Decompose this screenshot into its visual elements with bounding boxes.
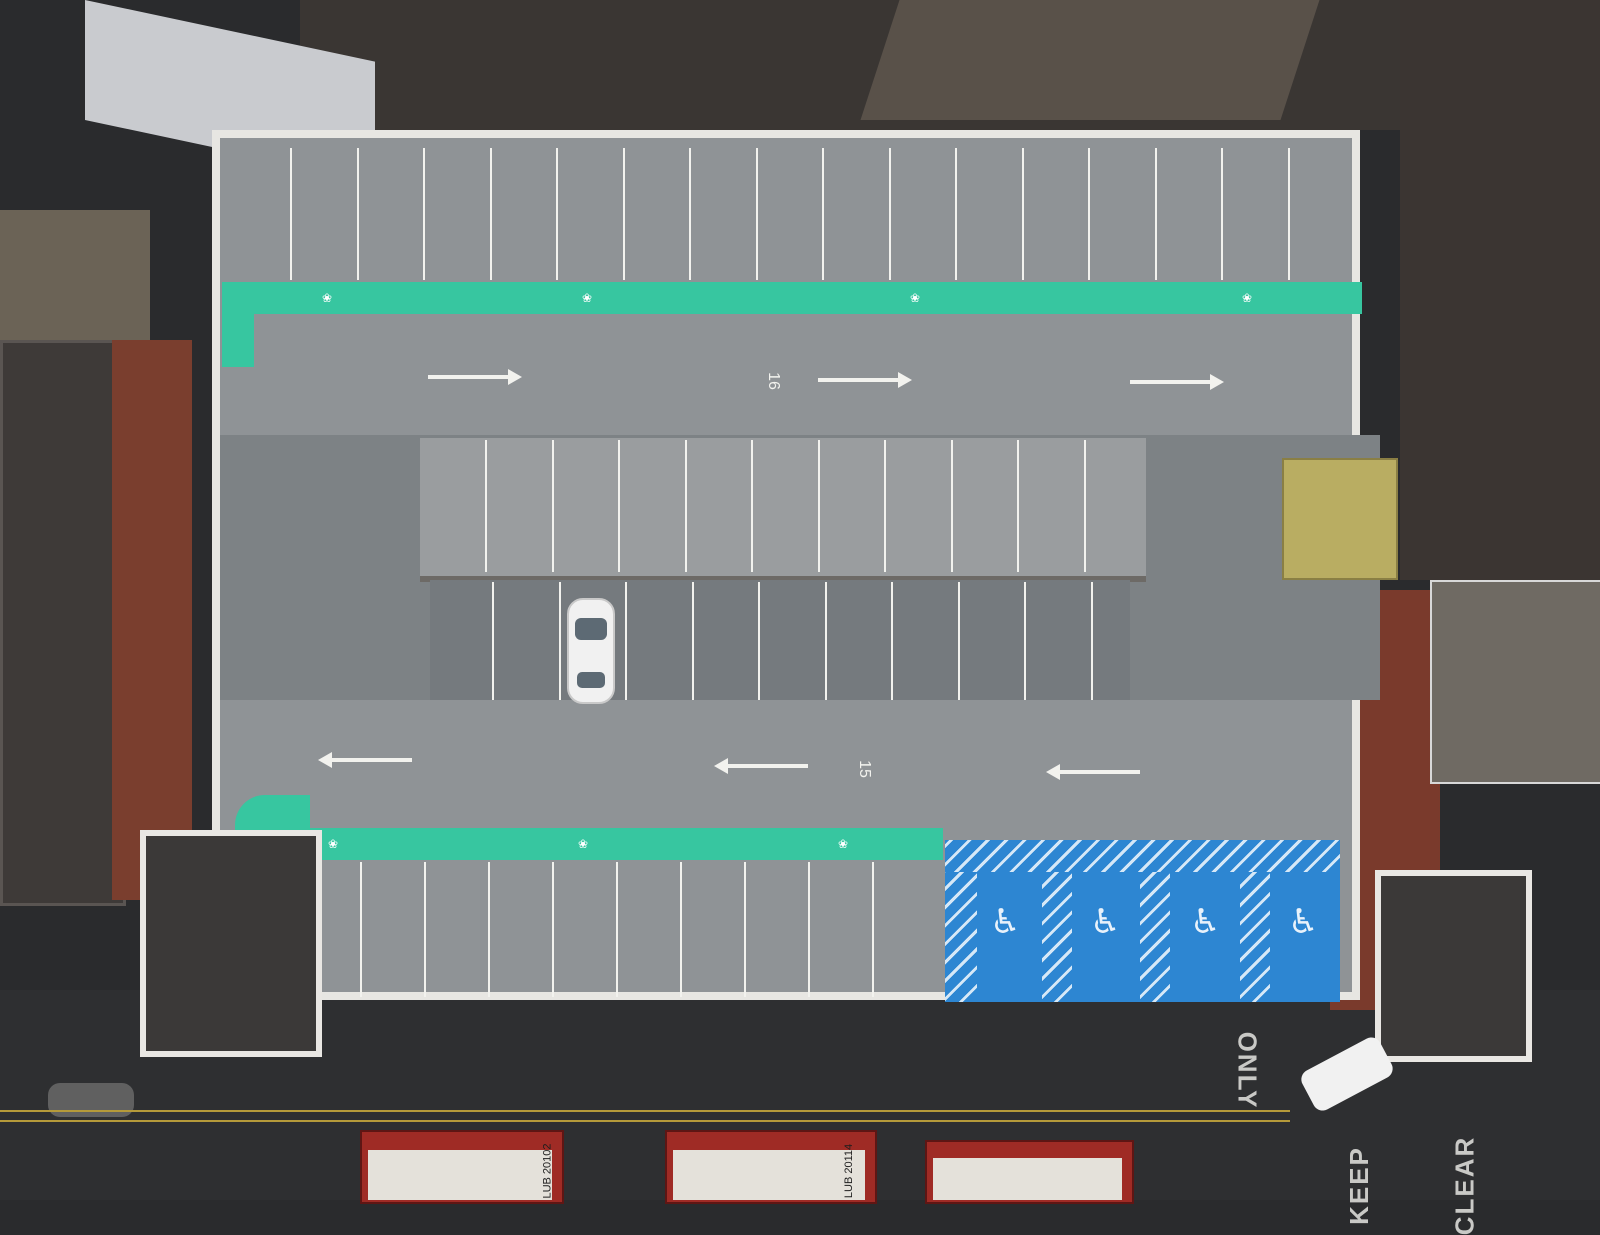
bus-roof — [673, 1150, 865, 1200]
bay-line — [758, 582, 760, 700]
bay-line — [1088, 148, 1090, 280]
pedestrian-icon: ❀ — [582, 291, 593, 305]
equipment-cabinet — [1282, 458, 1398, 580]
bay-line — [680, 862, 682, 997]
wheelchair-icon: ♿ — [1288, 903, 1319, 941]
bay-line — [625, 582, 627, 700]
bay-line — [744, 862, 746, 997]
yellow-line — [0, 1120, 1290, 1122]
bus-plate: LUB 20102 — [541, 1143, 554, 1199]
bus-roof — [368, 1150, 552, 1200]
bay-line — [424, 862, 426, 997]
neighbour-roof — [0, 210, 150, 340]
bay-line — [751, 440, 753, 572]
ramp-lower-bays — [430, 580, 1130, 700]
stair-core-left — [140, 830, 322, 1057]
deck-number: 16 — [764, 372, 782, 390]
pedestrian-icon: ❀ — [910, 291, 921, 305]
bay-line — [891, 582, 893, 700]
bay-line — [957, 582, 960, 700]
turn-arrow-icon — [1130, 374, 1224, 390]
pedestrian-icon: ❀ — [578, 837, 589, 851]
bay-line — [485, 440, 487, 572]
ramp-upper-bays — [420, 438, 1146, 582]
bay-line — [888, 148, 891, 280]
bay-line — [684, 440, 687, 572]
bay-line — [884, 440, 886, 572]
bay-line — [755, 148, 758, 280]
road-marking-text: ONLY — [1232, 1031, 1263, 1110]
pedestrian-walkway-bottom — [235, 828, 943, 860]
parked-car — [567, 598, 615, 704]
bay-line — [489, 148, 492, 280]
hatched-zone — [1042, 872, 1072, 1002]
bay-line — [822, 148, 824, 280]
car-windscreen — [575, 618, 607, 640]
bay-line — [1154, 148, 1157, 280]
bay-line — [950, 440, 953, 572]
pedestrian-walkway-corner-top — [222, 282, 254, 367]
pedestrian-icon: ❀ — [322, 291, 333, 305]
left-building-roof — [0, 340, 126, 906]
bay-line — [552, 862, 554, 997]
road-marking-text: CLEAR — [1449, 1135, 1480, 1235]
bay-line — [356, 148, 359, 280]
pedestrian-icon: ❀ — [1242, 291, 1253, 305]
bus-plate: LUB 20114 — [843, 1143, 856, 1199]
road-marking-text: KEEP — [1343, 1146, 1374, 1225]
arrow-right-icon — [818, 372, 912, 388]
bay-line — [1024, 582, 1026, 700]
side-street — [1400, 0, 1600, 580]
bay-line — [824, 582, 827, 700]
arrow-right-icon — [428, 369, 522, 385]
bay-line — [616, 862, 618, 997]
pedestrian-icon: ❀ — [328, 837, 339, 851]
pedestrian-icon: ❀ — [838, 837, 849, 851]
bay-line — [1221, 148, 1223, 280]
hatched-zone — [945, 872, 977, 1002]
bay-line — [290, 148, 292, 280]
bay-line — [492, 582, 494, 700]
bus-roof — [933, 1158, 1122, 1200]
bay-line — [691, 582, 694, 700]
hatched-zone — [1240, 872, 1270, 1002]
yellow-line — [0, 1110, 1290, 1112]
bay-line — [1287, 148, 1290, 280]
pedestrian-walkway-top — [222, 282, 1362, 314]
bay-line — [955, 148, 957, 280]
wheelchair-icon: ♿ — [1190, 903, 1221, 941]
bay-line — [689, 148, 691, 280]
bay-line — [558, 582, 561, 700]
bay-line — [1017, 440, 1019, 572]
hatched-zone — [945, 840, 1340, 872]
wheelchair-icon: ♿ — [990, 903, 1021, 941]
hatched-zone — [1140, 872, 1170, 1002]
bay-line — [423, 148, 425, 280]
wheelchair-icon: ♿ — [1090, 903, 1121, 941]
bay-line — [1090, 582, 1093, 700]
bay-line — [488, 862, 490, 997]
turn-arrow-icon — [318, 752, 412, 768]
car-rear-window — [577, 672, 605, 688]
bay-line — [551, 440, 554, 572]
deck-number: 15 — [855, 760, 873, 778]
bay-line — [872, 862, 874, 997]
sunlit-pavement — [860, 0, 1320, 120]
plant-roof-right — [1430, 580, 1600, 784]
bay-line — [622, 148, 625, 280]
bay-line — [556, 148, 558, 280]
bay-line — [808, 862, 810, 997]
bay-line — [817, 440, 820, 572]
bay-line — [618, 440, 620, 572]
stair-core-right — [1375, 870, 1532, 1062]
bay-line — [1083, 440, 1086, 572]
arrow-left-icon — [714, 758, 808, 774]
bay-line — [360, 862, 362, 997]
bay-line — [1021, 148, 1024, 280]
brick-facade-left — [112, 340, 192, 900]
arrow-left-icon — [1046, 764, 1140, 780]
